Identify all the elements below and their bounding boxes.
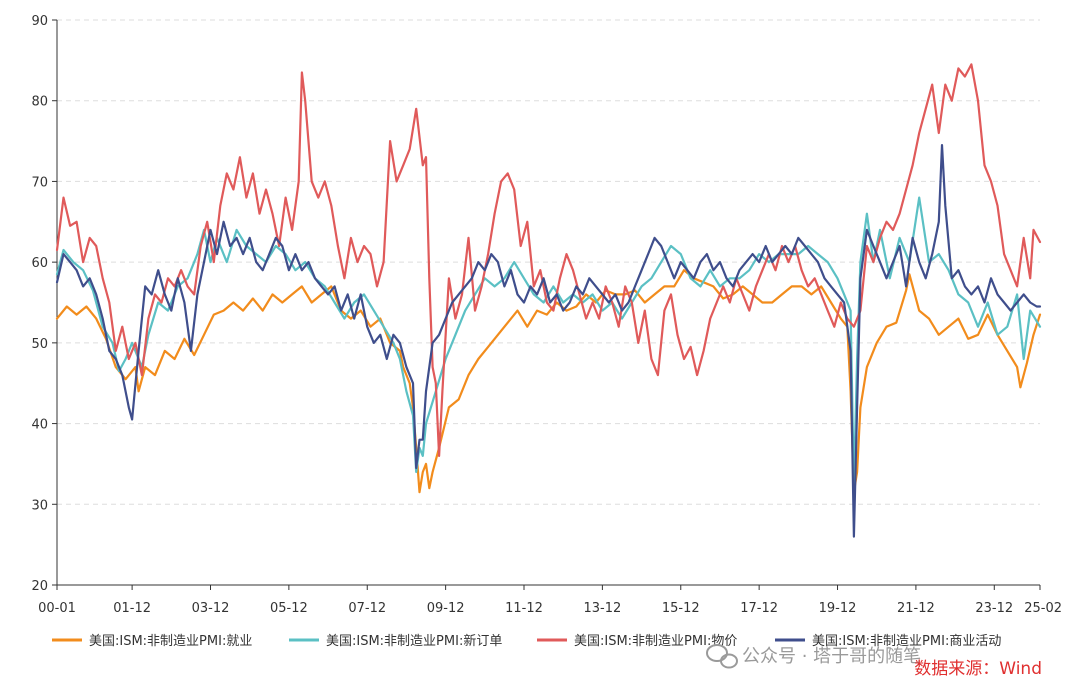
series-line-3 — [55, 63, 1042, 457]
x-tick-label: 05-12 — [270, 601, 308, 616]
y-tick-label: 50 — [31, 337, 48, 352]
y-tick-label: 90 — [31, 14, 48, 29]
series-line-1 — [55, 269, 1042, 494]
legend-label: 美国:ISM:非制造业PMI:物价 — [574, 634, 737, 649]
watermark: 公众号 · 塔于哥的随笔 — [706, 644, 921, 669]
legend-item-4[interactable]: 美国:ISM:非制造业PMI:商业活动 — [775, 634, 1001, 649]
x-tick-label: 25-02 — [1024, 601, 1062, 616]
watermark-text: 公众号 · 塔于哥的随笔 — [742, 646, 921, 667]
legend-item-3[interactable]: 美国:ISM:非制造业PMI:物价 — [537, 634, 737, 649]
source-label: 数据来源：Wind — [914, 659, 1042, 679]
legend-item-1[interactable]: 美国:ISM:非制造业PMI:就业 — [52, 634, 252, 649]
wechat-icon — [706, 644, 738, 669]
x-tick-label: 00-01 — [38, 601, 76, 616]
x-tick-label: 13-12 — [583, 601, 621, 616]
x-tick-label: 19-12 — [819, 601, 857, 616]
y-tick-label: 60 — [31, 256, 48, 271]
legend: 美国:ISM:非制造业PMI:就业 美国:ISM:非制造业PMI:新订单 美国:IS… — [52, 633, 1001, 649]
series-lines — [55, 63, 1042, 538]
y-tick-label: 70 — [31, 175, 48, 190]
x-tick-label: 11-12 — [505, 601, 543, 616]
legend-item-2[interactable]: 美国:ISM:非制造业PMI:新订单 — [289, 633, 502, 649]
series-line-4 — [55, 144, 1042, 538]
x-tick-label: 23-12 — [975, 601, 1013, 616]
x-tick-label: 17-12 — [740, 601, 778, 616]
y-tick-label: 20 — [31, 579, 48, 594]
x-tick-label: 03-12 — [192, 601, 230, 616]
legend-label: 美国:ISM:非制造业PMI:就业 — [89, 634, 252, 649]
x-tick-label: 15-12 — [662, 601, 700, 616]
x-tick-label: 01-12 — [113, 601, 151, 616]
y-tick-label: 30 — [31, 498, 48, 513]
x-tick-label: 07-12 — [348, 601, 386, 616]
x-tick-label: 21-12 — [897, 601, 935, 616]
axes: 20 30 40 50 60 70 80 90 00-01 01-12 03-12 05-12 07-1… — [31, 14, 1062, 616]
legend-label: 美国:ISM:非制造业PMI:商业活动 — [812, 634, 1001, 649]
x-tick-label: 09-12 — [427, 601, 465, 616]
legend-label: 美国:ISM:非制造业PMI:新订单 — [326, 633, 502, 649]
y-tick-label: 80 — [31, 95, 48, 110]
y-tick-label: 40 — [31, 418, 48, 433]
